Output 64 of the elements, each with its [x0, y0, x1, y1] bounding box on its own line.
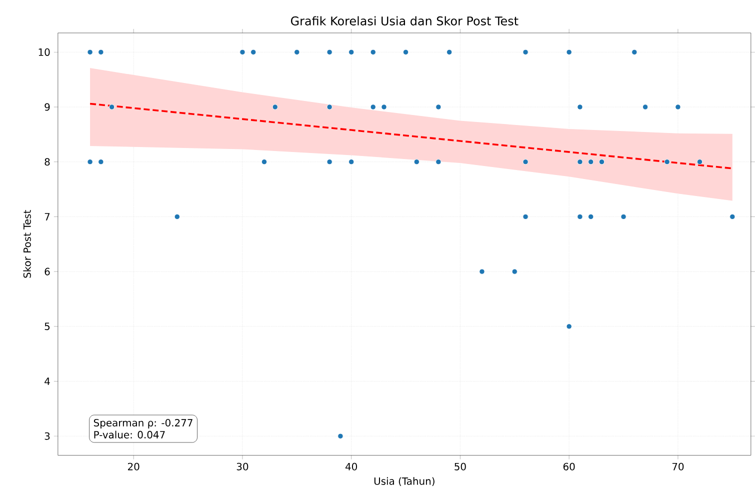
point	[294, 49, 300, 55]
y-tick-label: 7	[44, 212, 50, 220]
point	[598, 158, 605, 165]
point	[696, 158, 703, 165]
y-tick-label: 10	[38, 48, 50, 56]
point	[436, 158, 442, 165]
point	[338, 433, 344, 439]
point	[577, 214, 583, 220]
point	[522, 158, 528, 165]
point	[414, 158, 420, 165]
y-tick-label: 3	[44, 432, 50, 440]
y-tick-label: 5	[44, 322, 50, 330]
point	[642, 104, 648, 110]
point	[98, 49, 104, 55]
point	[108, 104, 115, 110]
point	[381, 104, 387, 110]
point	[446, 49, 452, 55]
point	[620, 214, 626, 220]
point	[675, 104, 681, 110]
x-tick-label: 40	[345, 462, 358, 470]
y-tick-label: 6	[44, 268, 50, 276]
x-tick-label: 70	[672, 462, 684, 470]
point	[588, 214, 594, 220]
point	[272, 104, 278, 110]
point	[512, 268, 518, 274]
point	[174, 214, 180, 220]
point	[370, 49, 376, 55]
point	[566, 323, 572, 330]
point	[348, 158, 354, 165]
x-axis-title: Usia (Tahun)	[374, 477, 434, 486]
y-tick-label: 9	[44, 103, 50, 111]
point	[730, 214, 736, 220]
y-tick-label: 4	[44, 378, 50, 385]
point	[87, 49, 93, 55]
point	[479, 268, 485, 274]
point	[326, 49, 332, 55]
point	[98, 158, 104, 165]
x-tick-label: 50	[454, 462, 466, 470]
x-tick-label: 20	[128, 462, 140, 470]
point	[348, 49, 354, 55]
point	[326, 158, 332, 165]
point	[588, 158, 594, 165]
point	[402, 49, 409, 55]
y-axis-title: Skor Post Test	[23, 210, 31, 278]
point	[240, 49, 246, 55]
chart-title: Grafik Korelasi Usia dan Skor Post Test	[290, 16, 518, 26]
point	[436, 104, 442, 110]
x-tick-label: 30	[236, 462, 248, 470]
point	[566, 49, 572, 55]
point	[522, 214, 528, 220]
point	[326, 104, 332, 110]
point	[577, 104, 583, 110]
point	[577, 158, 583, 165]
annotation: Spearman ρ: -0.277	[94, 418, 192, 428]
point	[632, 49, 638, 55]
y-tick-label: 8	[44, 158, 50, 166]
x-tick-label: 60	[563, 462, 575, 470]
point	[370, 104, 376, 110]
annotation: P-value: 0.047	[94, 430, 165, 438]
point	[250, 49, 256, 55]
point	[522, 49, 528, 55]
point	[664, 158, 670, 165]
point	[261, 158, 268, 165]
point	[87, 158, 93, 165]
